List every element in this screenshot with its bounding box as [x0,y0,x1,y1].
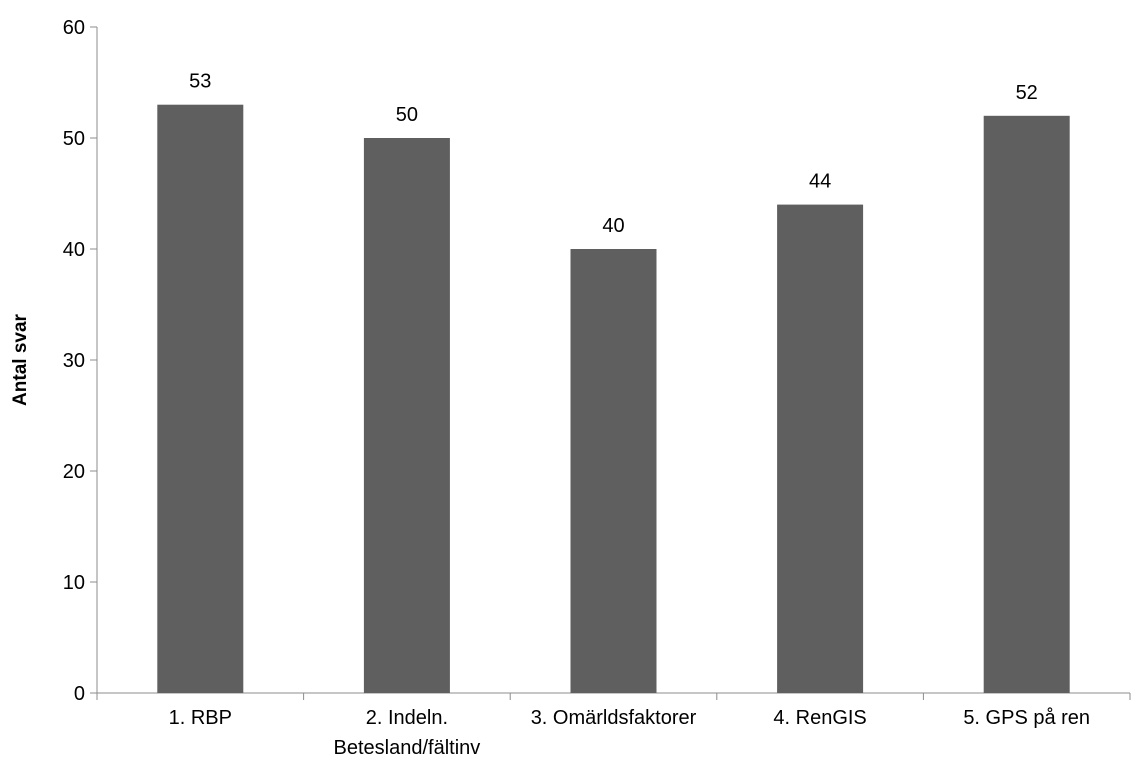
x-tick-label: 2. Indeln. Betesland/fältinv [334,707,481,759]
data-label: 50 [396,104,418,126]
data-label: 53 [189,71,211,93]
data-label: 44 [809,171,831,193]
data-label: 52 [1016,82,1038,104]
x-tick-label: 1. RBP [169,707,232,729]
bar [777,204,864,693]
y-tick-label: 30 [63,350,85,372]
bar [983,115,1070,694]
y-axis-title: Antal svar [10,313,31,405]
y-tick-label: 50 [63,128,85,150]
x-tick-label: 4. RenGIS [773,707,866,729]
x-tick-label: 5. GPS på ren [963,707,1090,729]
bar [570,249,657,693]
y-tick-label: 10 [63,572,85,594]
bars [157,104,1070,694]
data-labels: 53 50 40 44 52 [189,71,1038,237]
y-tick-label: 60 [63,17,85,39]
data-label: 40 [602,215,624,237]
y-tick-label: 20 [63,461,85,483]
y-tick-label: 40 [63,239,85,261]
x-tick-label: 3. Omärldsfaktorer [531,707,697,729]
bar [363,138,450,693]
y-axis: 0 10 20 30 40 50 60 [63,17,98,705]
x-axis: 1. RBP 2. Indeln. Betesland/fältinv 3. Omär… [96,692,1131,759]
y-tick-label: 0 [74,683,85,705]
bar [157,104,244,693]
